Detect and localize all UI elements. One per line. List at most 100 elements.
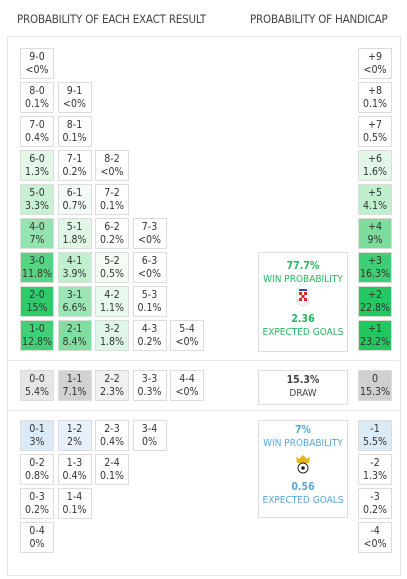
cell-probability: 2.3% [100,386,124,398]
cell-label: 5-0 [29,187,45,199]
cell-label: 0-0 [29,373,45,385]
cell-probability: 7.1% [62,386,87,398]
score-cell: 5-3 0.1% [132,286,167,317]
score-cell: 1-1 7.1% [57,370,92,401]
cell-probability: 4.1% [363,200,387,212]
score-cell: 8-2 <0% [95,150,129,181]
cell-probability: 0.2% [62,166,87,178]
score-cell: -4 <0% [358,522,392,553]
home-expected-goals: 2.36 [291,313,315,325]
score-cell: 7-2 0.1% [95,184,129,215]
cell-label: 3-4 [141,423,158,435]
cell-probability: 0.3% [137,386,162,398]
cell-label: 4-3 [141,323,158,335]
cell-label: 9-0 [29,51,45,63]
cell-label: 8-2 [104,153,120,165]
cell-label: 3-3 [141,373,158,385]
cell-label: 8-0 [29,85,45,97]
cell-probability: <0% [138,268,161,280]
cell-label: 4-2 [104,289,120,301]
cell-label: +2 [368,289,382,301]
cell-label: 2-2 [104,373,120,385]
cell-probability: <0% [363,538,387,550]
handicap-header: PROBABILITY OF HANDICAP [250,12,388,26]
score-cell: 5-2 0.5% [95,252,129,283]
cell-label: 2-0 [29,289,45,301]
score-cell: 2-2 2.3% [95,370,129,401]
score-cell: 0-4 0% [20,522,54,553]
cell-label: +8 [368,85,382,97]
cell-probability: 22.8% [359,302,390,314]
cell-label: 9-1 [66,85,83,97]
cell-label: 1-1 [66,373,83,385]
cell-label: 5-3 [141,289,158,301]
score-cell: 3-1 6.6% [57,286,92,317]
cell-probability: 16.3% [359,268,390,280]
cell-probability: 2% [67,436,82,448]
cell-probability: 0% [142,436,157,448]
away-probability: 7% [294,424,312,436]
cell-label: 6-2 [104,221,120,233]
cell-label: 4-1 [66,255,83,267]
cell-label: 2-4 [104,457,120,469]
cell-probability: <0% [63,98,86,110]
cell-label: 2-3 [104,423,120,435]
score-cell: +3 16.3% [358,252,392,283]
score-cell: +8 0.1% [358,82,392,113]
score-cell: 7-3 <0% [132,218,167,249]
home-probability: 77.7% [286,260,320,272]
score-cell: 2-0 15% [20,286,54,317]
cell-label: 7-3 [141,221,158,233]
cell-label: 2-1 [66,323,83,335]
score-cell: +5 4.1% [358,184,392,215]
away-expected-goals: 0.56 [291,481,315,493]
cell-probability: 23.2% [359,336,390,348]
draw-probability: 15.3% [286,374,320,386]
score-cell: 4-2 1.1% [95,286,129,317]
cell-probability: 1.3% [25,166,49,178]
cell-label: 1-0 [29,323,45,335]
cell-probability: 0.4% [62,470,87,482]
cell-probability: 9% [367,234,383,246]
score-cell: 3-3 0.3% [132,370,167,401]
cell-probability: 0% [29,538,45,550]
score-cell: 0 15.3% [358,370,392,401]
score-cell: 1-2 2% [57,420,92,451]
home-expected-goals-label: EXPECTED GOALS [262,327,344,338]
cell-label: 3-0 [29,255,45,267]
cell-probability: 0.2% [100,234,124,246]
score-cell: 6-0 1.3% [20,150,54,181]
cell-probability: 0.2% [25,504,49,516]
cell-probability: 8.4% [62,336,87,348]
cell-label: +6 [368,153,382,165]
frame [7,36,401,576]
cell-probability: <0% [25,64,49,76]
cell-label: 7-2 [104,187,120,199]
cell-probability: 6.6% [62,302,87,314]
cell-probability: <0% [100,166,124,178]
cell-probability: 0.5% [100,268,124,280]
score-cell: 5-1 1.8% [57,218,92,249]
score-cell: 8-1 0.1% [57,116,92,147]
cell-label: 7-1 [66,153,83,165]
cell-label: -4 [370,525,380,537]
cell-probability: <0% [138,234,161,246]
score-cell: 8-0 0.1% [20,82,54,113]
cell-label: 5-1 [66,221,83,233]
away-panel: 7% WIN PROBABILITY 0.56 EXPECTED GOALS [258,420,348,518]
cell-probability: <0% [175,386,199,398]
cell-probability: 0.7% [62,200,87,212]
score-cell: 0-0 5.4% [20,370,54,401]
score-cell: +1 23.2% [358,320,392,351]
cell-probability: 3.3% [25,200,49,212]
cell-label: +1 [368,323,382,335]
score-cell: 3-0 11.8% [20,252,54,283]
score-cell: 9-1 <0% [57,82,92,113]
score-cell: 2-4 0.1% [95,454,129,485]
score-cell: 3-2 1.8% [95,320,129,351]
score-cell: +4 9% [358,218,392,249]
cell-probability: 0.1% [100,200,124,212]
exact-header: PROBABILITY OF EACH EXACT RESULT [17,12,206,26]
cell-probability: 0.8% [25,470,49,482]
